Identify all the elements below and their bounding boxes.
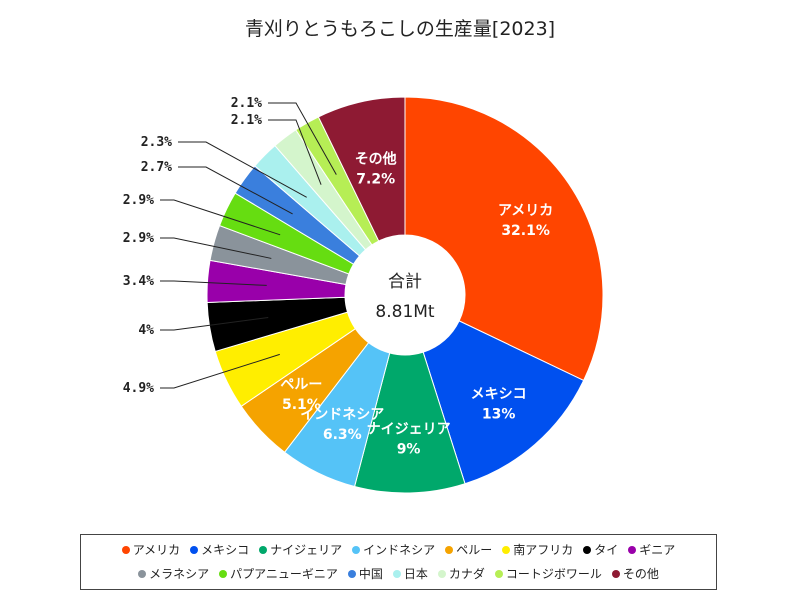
slice-2-name-label: ナイジェリア bbox=[367, 422, 451, 438]
center-label: 合計 bbox=[388, 272, 422, 292]
legend-label-4: ペルー bbox=[456, 543, 493, 557]
legend-swatch-11 bbox=[392, 569, 401, 578]
legend: アメリカ メキシコ ナイジェリア インドネシア ペルー 南アフリカ タイ ギニア メラネシア パ… bbox=[80, 534, 717, 590]
legend-swatch-5 bbox=[502, 545, 511, 554]
slice-6-leader-line bbox=[160, 317, 269, 331]
legend-item-0: アメリカ bbox=[121, 541, 181, 558]
slice-9-value-label: 2.9% bbox=[123, 193, 154, 208]
legend-swatch-13 bbox=[494, 569, 503, 578]
legend-item-13: コートジボワール bbox=[494, 565, 602, 582]
center-value: 8.81Mt bbox=[375, 302, 435, 322]
slice-5-leader-line bbox=[160, 353, 280, 389]
slice-10-leader-line bbox=[178, 166, 293, 215]
legend-swatch-10 bbox=[347, 569, 356, 578]
legend-label-7: ギニア bbox=[639, 543, 676, 557]
legend-label-9: パプアニューギニア bbox=[230, 567, 338, 581]
legend-item-11: 日本 bbox=[392, 565, 428, 582]
slice-0-name-label: アメリカ bbox=[498, 203, 553, 219]
slice-2-value-label: 9% bbox=[397, 442, 421, 458]
slice-11-leader-line bbox=[178, 141, 307, 198]
legend-swatch-14 bbox=[611, 569, 620, 578]
legend-swatch-6 bbox=[583, 545, 592, 554]
legend-label-10: 中国 bbox=[358, 567, 383, 581]
legend-label-3: インドネシア bbox=[363, 543, 436, 557]
legend-item-6: タイ bbox=[583, 541, 618, 558]
chart-title: 青刈りとうもろこしの生産量[2023] bbox=[244, 18, 556, 40]
legend-swatch-12 bbox=[437, 569, 446, 578]
legend-row-1: アメリカ メキシコ ナイジェリア インドネシア ペルー 南アフリカ タイ ギニア bbox=[81, 541, 716, 558]
slice-13-value-label: 2.1% bbox=[231, 96, 262, 111]
slice-11-value-label: 2.3% bbox=[141, 135, 172, 150]
slice-4-name-label: ペルー bbox=[280, 377, 322, 393]
legend-swatch-4 bbox=[445, 545, 454, 554]
legend-row-2: メラネシア パプアニューギニア 中国 日本 カナダ コートジボワール その他 bbox=[81, 565, 716, 582]
legend-item-9: パプアニューギニア bbox=[219, 565, 338, 582]
legend-item-10: 中国 bbox=[347, 565, 383, 582]
slice-13-leader-line bbox=[268, 102, 337, 175]
slices-layer bbox=[206, 96, 604, 494]
leader-lines-layer bbox=[160, 102, 337, 389]
legend-swatch-7 bbox=[628, 545, 637, 554]
legend-swatch-2 bbox=[259, 545, 268, 554]
legend-label-2: ナイジェリア bbox=[270, 543, 343, 557]
legend-label-13: コートジボワール bbox=[505, 567, 602, 581]
slice-9-leader-line bbox=[160, 199, 281, 236]
legend-label-1: メキシコ bbox=[201, 543, 250, 557]
slice-12-leader-line bbox=[268, 119, 322, 185]
donut-hole bbox=[345, 235, 465, 355]
slice-1-value-label: 13% bbox=[482, 407, 516, 423]
slice-8-leader-line bbox=[160, 237, 272, 259]
legend-item-7: ギニア bbox=[628, 541, 675, 558]
legend-item-14: その他 bbox=[611, 565, 659, 582]
slice-4-value-label: 5.1% bbox=[282, 397, 321, 413]
donut-chart: アメリカ 32.1% メキシコ 13% ナイジェリア 9% インドネシア 6.3% ペルー 5.1… bbox=[123, 96, 604, 494]
slice-12-value-label: 2.1% bbox=[231, 113, 262, 128]
legend-label-8: メラネシア bbox=[149, 567, 210, 581]
legend-swatch-0 bbox=[121, 545, 130, 554]
legend-item-3: インドネシア bbox=[352, 541, 435, 558]
legend-label-12: カナダ bbox=[448, 567, 485, 581]
legend-swatch-3 bbox=[352, 545, 361, 554]
legend-label-6: タイ bbox=[594, 543, 619, 557]
slice-0-value-label: 32.1% bbox=[501, 223, 550, 239]
legend-label-0: アメリカ bbox=[132, 543, 181, 557]
slice-14-value-label: 7.2% bbox=[356, 172, 395, 188]
slice-7-value-label: 3.4% bbox=[123, 274, 154, 289]
legend-item-2: ナイジェリア bbox=[259, 541, 342, 558]
legend-swatch-1 bbox=[190, 545, 199, 554]
slice-3-name-label: インドネシア bbox=[300, 407, 384, 423]
legend-label-14: その他 bbox=[622, 567, 659, 581]
legend-item-1: メキシコ bbox=[190, 541, 249, 558]
slice-10-value-label: 2.7% bbox=[141, 160, 172, 175]
legend-swatch-9 bbox=[219, 569, 228, 578]
slice-6-value-label: 4% bbox=[138, 323, 154, 338]
legend-label-5: 南アフリカ bbox=[513, 543, 574, 557]
legend-swatch-8 bbox=[138, 569, 147, 578]
slice-7-leader-line bbox=[160, 280, 267, 286]
slice-3-value-label: 6.3% bbox=[323, 427, 362, 443]
labels-layer: アメリカ 32.1% メキシコ 13% ナイジェリア 9% インドネシア 6.3% ペルー 5.1… bbox=[123, 96, 554, 458]
legend-item-8: メラネシア bbox=[138, 565, 209, 582]
slice-1-name-label: メキシコ bbox=[471, 387, 527, 403]
legend-label-11: 日本 bbox=[403, 567, 428, 581]
slice-14-name-label: その他 bbox=[355, 151, 397, 168]
slice-5-value-label: 4.9% bbox=[123, 381, 154, 396]
slice-8-value-label: 2.9% bbox=[123, 231, 154, 246]
legend-item-4: ペルー bbox=[445, 541, 492, 558]
legend-item-5: 南アフリカ bbox=[502, 541, 573, 558]
legend-item-12: カナダ bbox=[437, 565, 485, 582]
